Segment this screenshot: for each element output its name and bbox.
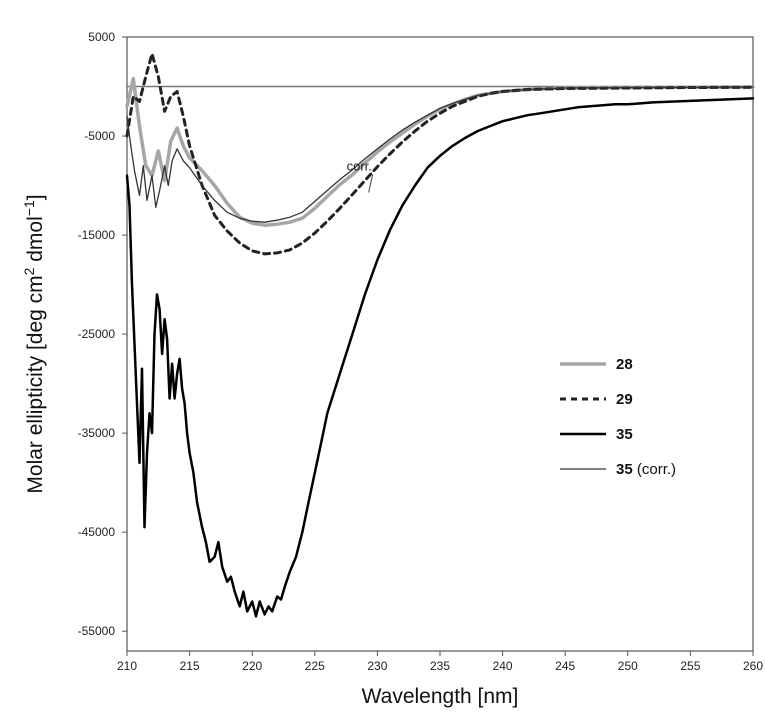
x-tick-label: 240 <box>493 659 513 673</box>
x-tick-label: 220 <box>242 659 262 673</box>
legend-label-28: 28 <box>616 356 633 373</box>
legend-label-suffix: (corr.) <box>633 461 676 478</box>
x-tick-label: 215 <box>180 659 200 673</box>
y-tick-label: -15000 <box>78 228 116 242</box>
y-axis-title-end: ] <box>24 194 47 200</box>
legend-label-35: 35 <box>616 426 633 443</box>
legend-label-29: 29 <box>616 391 633 408</box>
y-axis-ticks: 5000 -5000 -15000 -25000 -35000 -45000 -55000 <box>78 30 127 638</box>
legend-label-number: 29 <box>616 391 633 408</box>
y-axis-title-mid: dmol <box>24 216 47 267</box>
y-tick-label: -45000 <box>78 525 116 539</box>
corr-annotation-leader <box>368 174 374 193</box>
x-tick-label: 245 <box>555 659 575 673</box>
x-tick-label: 230 <box>367 659 387 673</box>
corr-annotation-label: corr. <box>347 159 372 174</box>
y-axis-title: Molar ellipticity [deg cm2 dmol−1] <box>21 194 47 493</box>
legend-label-number: 35 <box>616 461 633 478</box>
x-tick-label: 250 <box>618 659 638 673</box>
series-line-28 <box>125 76 755 227</box>
y-tick-label: 5000 <box>88 30 115 44</box>
x-tick-label: 210 <box>117 659 137 673</box>
series-line-35-corr <box>126 86 754 223</box>
y-tick-label: -25000 <box>78 327 116 341</box>
x-tick-label: 235 <box>430 659 450 673</box>
x-tick-label: 255 <box>680 659 700 673</box>
y-tick-label: -35000 <box>78 426 116 440</box>
series-line-35 <box>125 97 755 618</box>
series-layer <box>125 52 755 618</box>
legend-label-35-corr: 35 (corr.) <box>616 461 676 478</box>
x-axis-title: Wavelength [nm] <box>362 685 519 708</box>
x-axis-ticks: 210 215 220 225 230 235 240 245 250 255 260 <box>117 651 763 673</box>
y-axis-title-sup2: −1 <box>21 200 37 216</box>
legend-label-number: 28 <box>616 356 633 373</box>
legend-label-number: 35 <box>616 426 633 443</box>
y-tick-label: -55000 <box>78 624 116 638</box>
x-tick-label: 260 <box>743 659 763 673</box>
series-line-29 <box>125 52 755 256</box>
y-axis-title-main: Molar ellipticity [deg cm <box>24 275 47 493</box>
y-tick-label: -5000 <box>84 129 115 143</box>
x-tick-label: 225 <box>305 659 325 673</box>
y-axis-title-sup1: 2 <box>21 267 37 275</box>
